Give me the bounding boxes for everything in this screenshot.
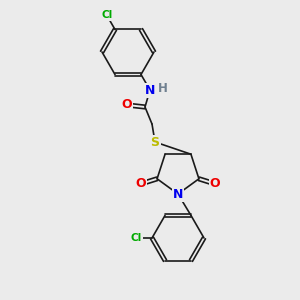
Text: N: N [145, 83, 155, 97]
Text: O: O [210, 177, 220, 190]
Text: O: O [122, 98, 132, 112]
Text: O: O [136, 177, 146, 190]
Text: S: S [151, 136, 160, 148]
Text: Cl: Cl [131, 233, 142, 243]
Text: Cl: Cl [102, 10, 113, 20]
Text: H: H [158, 82, 168, 95]
Text: N: N [173, 188, 183, 200]
